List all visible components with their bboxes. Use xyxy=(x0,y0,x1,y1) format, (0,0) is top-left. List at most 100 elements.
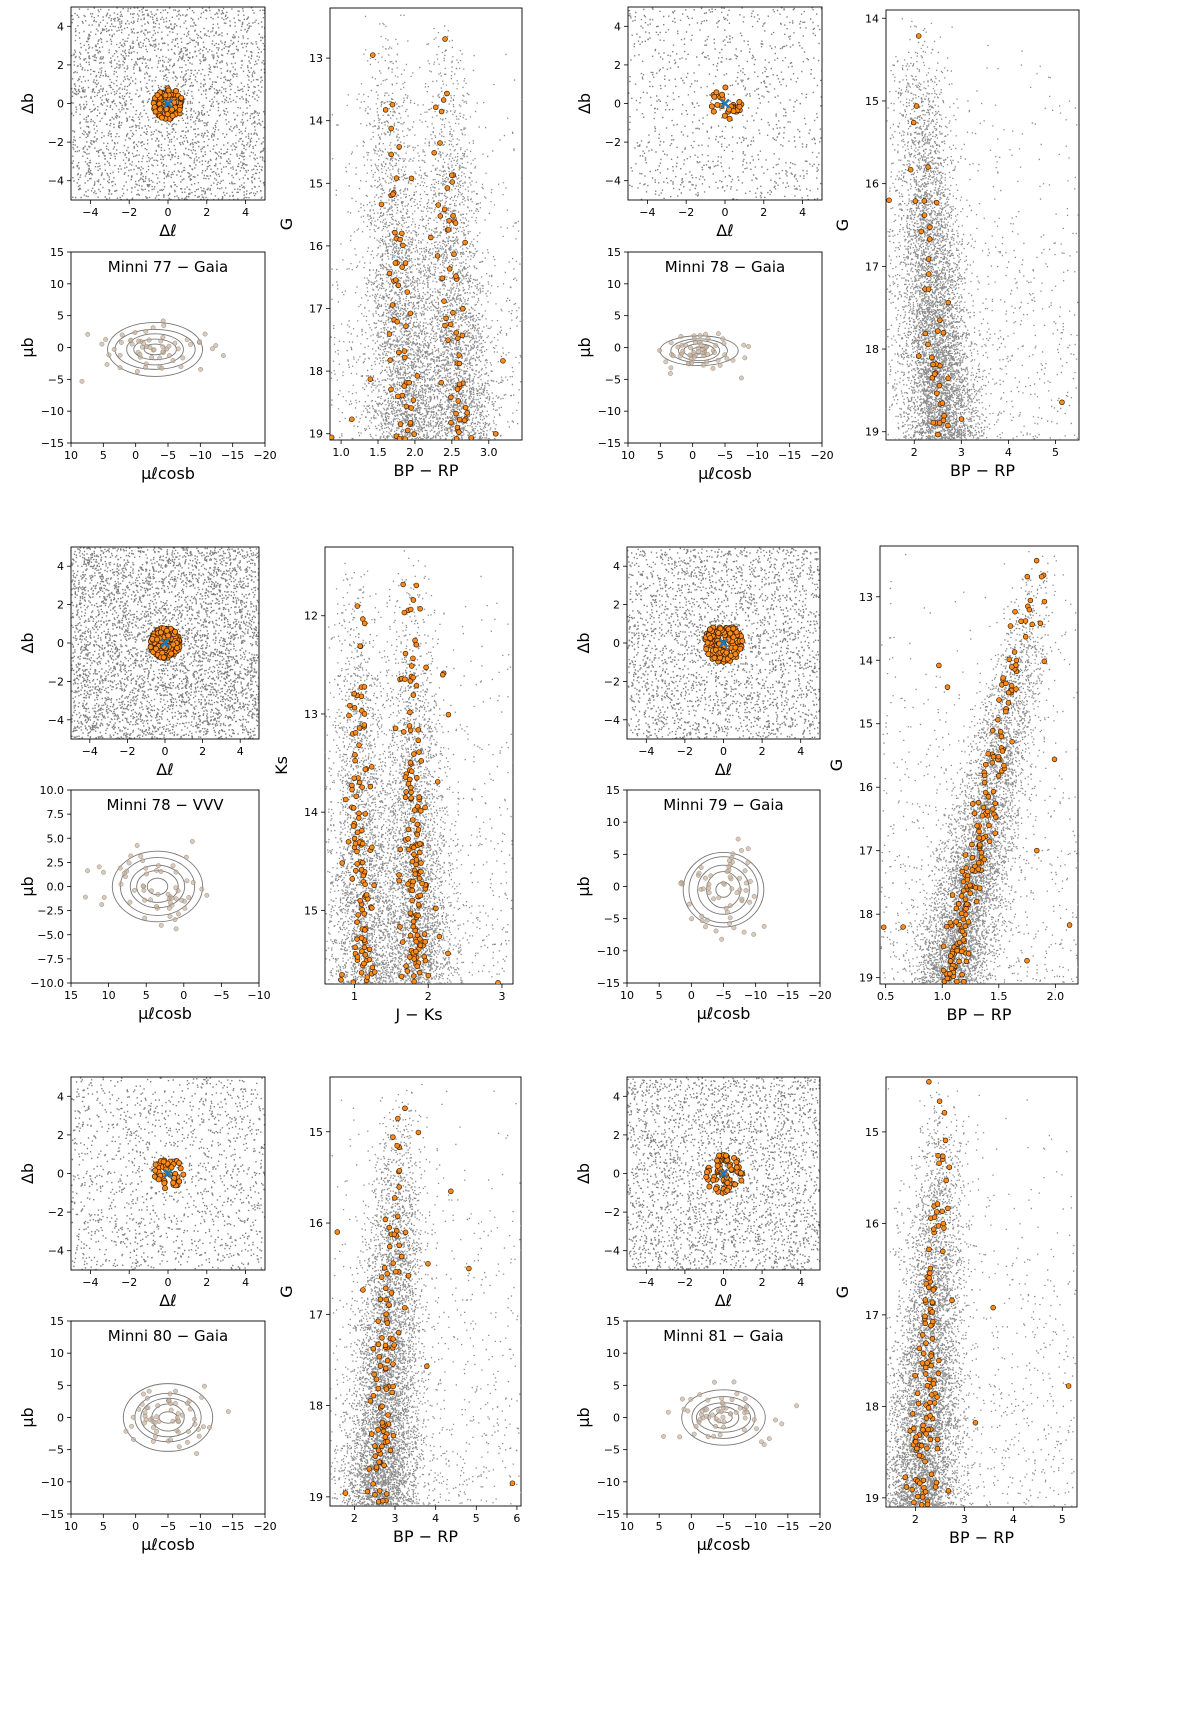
cmd-member-star xyxy=(961,979,966,984)
spatial-xtick-label: 0 xyxy=(720,745,727,758)
pm-star xyxy=(107,353,111,357)
pm-star xyxy=(202,1384,206,1388)
pm-ytick-label: −15 xyxy=(598,437,621,450)
cmd-ytick-label: 18 xyxy=(859,908,873,921)
cmd-member-star xyxy=(443,323,448,328)
spatial-ytick-label: 0 xyxy=(57,637,64,650)
cmd-member-star xyxy=(493,431,498,436)
pm-star xyxy=(174,870,178,874)
pm-star xyxy=(712,1380,716,1384)
pm-ytick-label: 10 xyxy=(607,278,621,291)
cmd-ytick-label: 18 xyxy=(309,365,323,378)
member-star xyxy=(153,1162,158,1167)
cmd-member-star xyxy=(991,1305,996,1310)
pm-star xyxy=(676,345,680,349)
member-star xyxy=(738,646,743,651)
cmd-xtick-label: 0.5 xyxy=(877,990,895,1003)
cmd-member-star xyxy=(934,200,939,205)
pm-star xyxy=(706,1434,710,1438)
cmd-member-star xyxy=(369,845,374,850)
cmd-xtick-label: 1.5 xyxy=(369,446,387,459)
cmd-field-star xyxy=(869,18,1080,441)
cmd-member-star xyxy=(397,878,402,883)
cmd-member-star xyxy=(417,876,422,881)
pm-star xyxy=(142,1421,146,1425)
cmd-member-star xyxy=(439,380,444,385)
pm-ylabel: μb xyxy=(18,876,37,896)
cmd-member-star xyxy=(437,934,442,939)
cmd-member-star xyxy=(380,1335,385,1340)
cmd-member-star xyxy=(919,1443,924,1448)
spatial-xtick-label: −4 xyxy=(82,206,98,219)
cmd-member-star xyxy=(942,1226,947,1231)
cmd-member-star xyxy=(388,358,393,363)
cmd-xlabel: BP − RP xyxy=(950,461,1015,480)
cmd-member-star xyxy=(950,1298,955,1303)
cmd-member-star xyxy=(410,818,415,823)
pm-ytick-label: −15 xyxy=(597,977,620,990)
cmd-member-star xyxy=(411,656,416,661)
cmd-member-star xyxy=(404,790,409,795)
cmd-member-star xyxy=(387,1225,392,1230)
pm-xtick-label: −15 xyxy=(778,449,801,462)
pm-ytick-label: 0 xyxy=(57,1412,64,1425)
member-star xyxy=(178,1166,183,1171)
cmd-member-star xyxy=(982,780,987,785)
cmd-member-star xyxy=(377,1354,382,1359)
pm-star xyxy=(112,347,116,351)
pm-xtick-label: 0 xyxy=(132,1520,139,1533)
cmd-member-star xyxy=(1006,690,1011,695)
cmd-ytick-label: 19 xyxy=(309,428,323,441)
cmd-member-star xyxy=(395,1214,400,1219)
spatial-ytick-label: −4 xyxy=(48,1245,64,1258)
pm-xtick-label: −10 xyxy=(247,989,270,1002)
pm-ytick-label: 0 xyxy=(57,342,64,355)
pm-ytick-label: 7.5 xyxy=(47,808,65,821)
pm-star xyxy=(727,921,731,925)
pm-star xyxy=(192,1417,196,1421)
spatial-xtick-label: −2 xyxy=(121,206,137,219)
pm-star xyxy=(152,348,156,352)
cmd-member-star xyxy=(411,693,416,698)
member-star xyxy=(156,1177,161,1182)
cmd-member-star xyxy=(395,1143,400,1148)
pm-star xyxy=(677,1435,681,1439)
pm-xtick-label: −5 xyxy=(160,1520,176,1533)
spatial-xtick-label: −4 xyxy=(638,745,654,758)
cmd-member-star xyxy=(987,823,992,828)
pm-star xyxy=(689,917,693,921)
cmd-member-star xyxy=(389,387,394,392)
cmd-member-star xyxy=(400,265,405,270)
cmd-member-star xyxy=(433,906,438,911)
pm-star xyxy=(173,341,177,345)
member-star xyxy=(707,627,712,632)
cmd-member-star xyxy=(1009,665,1014,670)
member-star xyxy=(708,635,713,640)
cmd-member-star xyxy=(927,237,932,242)
pm-star xyxy=(143,365,147,369)
cmd-member-star xyxy=(1001,676,1006,681)
cmd-member-star xyxy=(446,712,451,717)
cmd-member-star xyxy=(449,173,454,178)
pm-star xyxy=(689,1397,693,1401)
cmd-member-star xyxy=(454,411,459,416)
cmd-member-star xyxy=(414,683,419,688)
cmd-member-star xyxy=(391,1384,396,1389)
cmd-member-star xyxy=(1025,958,1030,963)
cmd-member-star xyxy=(370,965,375,970)
pm-star xyxy=(734,1410,738,1414)
pm-star xyxy=(151,1439,155,1443)
cmd-member-star xyxy=(993,801,998,806)
cmd-member-star xyxy=(440,276,445,281)
pm-star xyxy=(154,1429,158,1433)
cmd-member-star xyxy=(402,384,407,389)
pm-xtick-label: −10 xyxy=(746,449,769,462)
cmd-member-star xyxy=(369,906,374,911)
cmd-member-star xyxy=(947,1165,952,1170)
cmd-member-star xyxy=(929,1472,934,1477)
pm-ytick-label: −7.5 xyxy=(37,953,64,966)
pm-star xyxy=(794,1404,798,1408)
cmd-member-star xyxy=(426,973,431,978)
cmd-member-star xyxy=(1023,634,1028,639)
cmd-member-star xyxy=(415,964,420,969)
